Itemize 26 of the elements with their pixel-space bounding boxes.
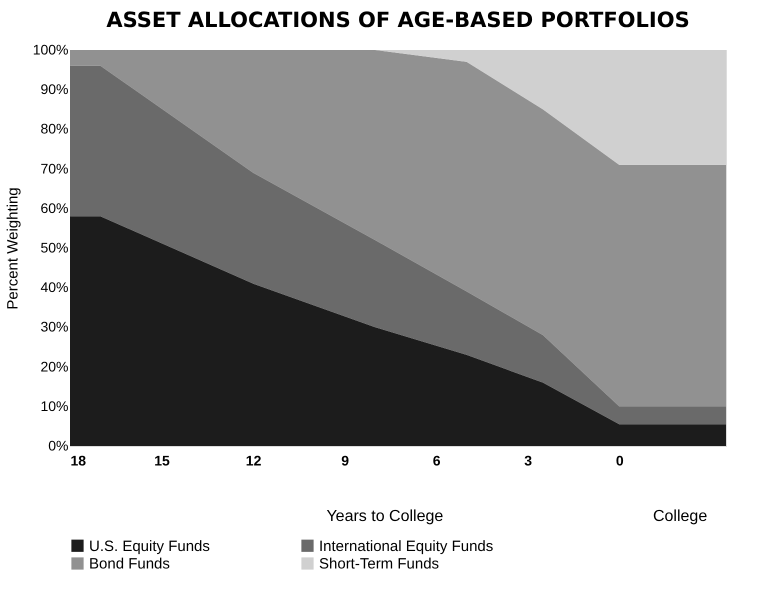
- y-tick-label: 50%: [40, 240, 68, 256]
- legend-label: International Equity Funds: [319, 538, 494, 555]
- y-tick-label: 100%: [32, 42, 68, 58]
- y-tick-label: 40%: [40, 279, 68, 296]
- x-tick-label: 6: [432, 452, 441, 468]
- y-tick-label: 30%: [40, 318, 68, 335]
- x-tick-label: 0: [616, 452, 624, 468]
- y-tick-label: 0%: [48, 438, 68, 454]
- x-tick-label: 12: [246, 452, 262, 468]
- x-tick-label: 3: [524, 452, 532, 468]
- legend-label: Bond Funds: [89, 556, 170, 572]
- y-tick-label: 20%: [40, 358, 68, 374]
- y-tick-label: 60%: [40, 200, 68, 216]
- y-tick-label: 80%: [40, 120, 68, 137]
- chart-title: ASSET ALLOCATIONS OF AGE-BASED PORTFOLIOS: [106, 8, 690, 32]
- y-tick-label: 70%: [40, 160, 68, 176]
- legend-label: U.S. Equity Funds: [89, 538, 210, 555]
- y-tick-label: 90%: [40, 81, 68, 98]
- x-tick-label: 15: [154, 452, 170, 468]
- text: College: [652, 508, 708, 525]
- text: Years to College: [326, 508, 444, 525]
- y-axis-title: Percent Weighting: [4, 187, 22, 310]
- x-tick-label: 9: [341, 452, 350, 468]
- legend-label: Short-Term Funds: [319, 556, 440, 572]
- y-tick-label: 10%: [40, 398, 68, 414]
- x-tick-label: 18: [70, 452, 86, 468]
